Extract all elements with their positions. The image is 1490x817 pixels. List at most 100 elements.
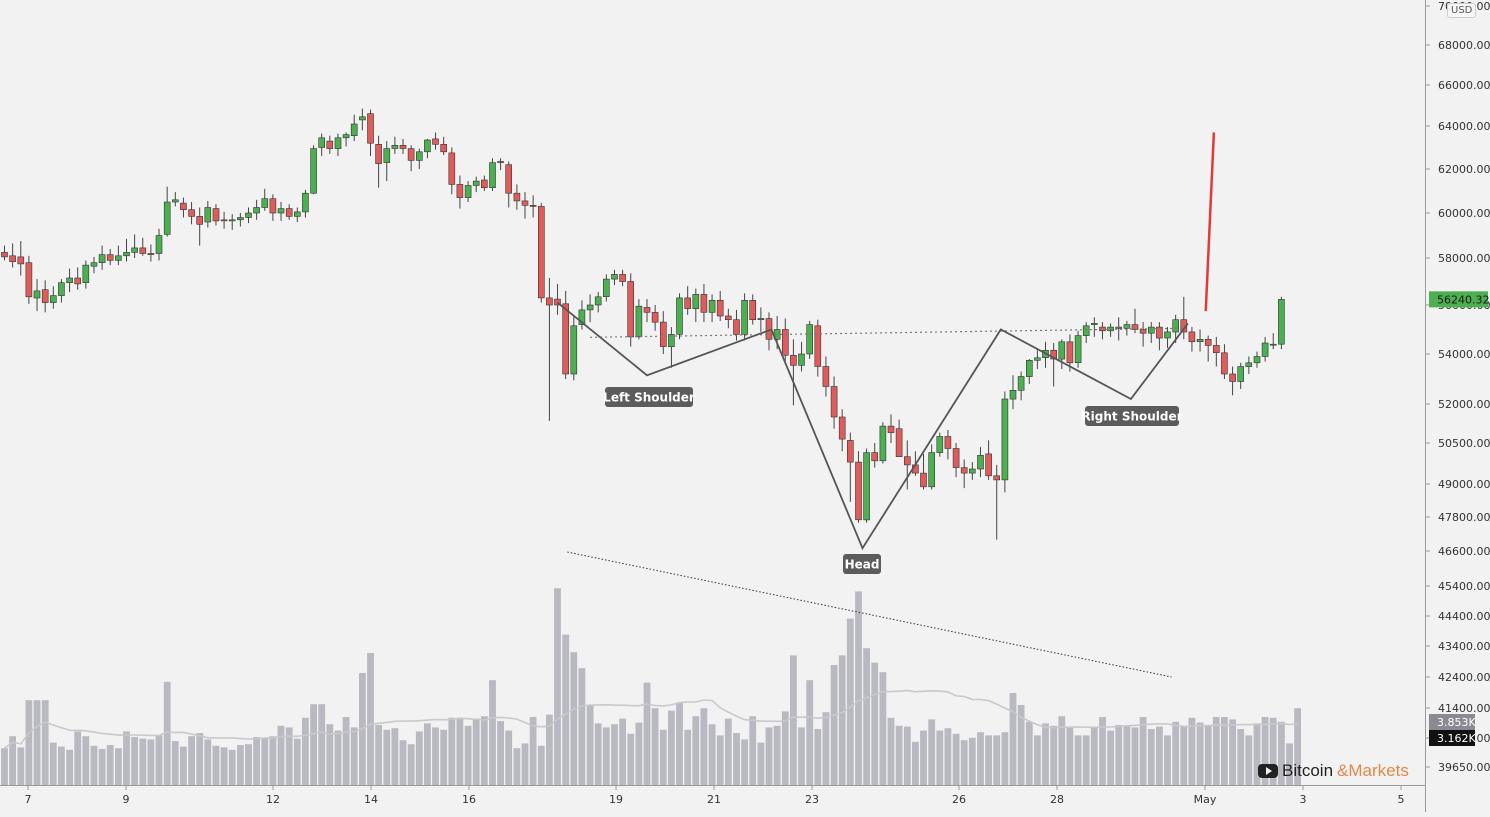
candle-body bbox=[1132, 325, 1138, 330]
volume-bar bbox=[1205, 726, 1212, 785]
candle-body bbox=[782, 330, 788, 356]
candle-body bbox=[734, 320, 740, 335]
candle-body bbox=[1083, 326, 1089, 336]
candle-body bbox=[311, 149, 317, 194]
volume-bar bbox=[318, 704, 325, 785]
volume-bar bbox=[156, 735, 163, 785]
candle-body bbox=[351, 124, 357, 136]
volume-bar bbox=[904, 727, 911, 785]
price-tick-label: 49000.00 bbox=[1438, 478, 1490, 491]
volume-bar bbox=[741, 739, 748, 785]
candle-body bbox=[815, 326, 821, 367]
price-tick-label: 66000.00 bbox=[1438, 79, 1490, 92]
candle-body bbox=[725, 316, 731, 320]
volume-bar bbox=[1010, 693, 1017, 785]
candle-body bbox=[1246, 363, 1252, 367]
candle-body bbox=[587, 305, 593, 310]
price-tick-label: 50500.00 bbox=[1438, 437, 1490, 450]
volume-bar bbox=[343, 717, 350, 785]
candle-body bbox=[1262, 343, 1268, 357]
candle-body bbox=[213, 209, 219, 221]
candle-body bbox=[1230, 374, 1236, 382]
volume-bar bbox=[953, 734, 960, 785]
candle-body bbox=[270, 199, 276, 213]
candle-body bbox=[823, 367, 829, 387]
volume-bar bbox=[253, 737, 260, 785]
candle-body bbox=[156, 236, 162, 254]
volume-bar bbox=[448, 718, 455, 785]
volume-bar bbox=[1107, 731, 1114, 785]
volume-bar bbox=[1197, 723, 1204, 785]
volume-bar bbox=[294, 739, 301, 785]
volume-bar bbox=[587, 705, 594, 785]
volume-bar bbox=[465, 726, 472, 785]
target-line bbox=[1206, 132, 1214, 311]
price-tick-label: 62000.00 bbox=[1438, 163, 1490, 176]
volume-bar bbox=[668, 711, 675, 785]
candle-body bbox=[1221, 353, 1227, 374]
volume-bar bbox=[1034, 735, 1041, 785]
price-axis[interactable]: 70000.0068000.0066000.0064000.0062000.00… bbox=[1426, 0, 1490, 812]
candle-body bbox=[327, 141, 333, 149]
volume-bar bbox=[26, 700, 33, 785]
price-tick-label: 47800.00 bbox=[1438, 511, 1490, 524]
volume-bar bbox=[920, 731, 927, 785]
volume-bar bbox=[416, 731, 423, 785]
volume-bar bbox=[82, 736, 89, 785]
volume-bar bbox=[302, 718, 309, 785]
candle-body bbox=[628, 282, 634, 337]
volume-bar bbox=[725, 719, 732, 785]
volume-bar bbox=[351, 727, 358, 785]
candle-body bbox=[937, 437, 943, 453]
volume-bar bbox=[139, 739, 146, 785]
volume-bar bbox=[42, 700, 49, 785]
candle-body bbox=[514, 193, 520, 201]
volume-bar bbox=[213, 746, 220, 785]
volume-bar bbox=[709, 724, 716, 785]
candle-body bbox=[864, 453, 870, 520]
candle-body bbox=[10, 256, 16, 262]
price-tick-label: 44400.00 bbox=[1438, 610, 1490, 623]
candle-body bbox=[603, 279, 609, 297]
volume-bar bbox=[1083, 735, 1090, 785]
volume-bar bbox=[245, 744, 252, 785]
currency-badge[interactable]: USD bbox=[1447, 3, 1476, 18]
candle-body bbox=[229, 220, 235, 221]
candle-body bbox=[262, 199, 268, 208]
candle-body bbox=[1026, 360, 1032, 376]
candle-body bbox=[335, 138, 341, 149]
volume-bar bbox=[985, 735, 992, 785]
volume-bar bbox=[1180, 726, 1187, 785]
candle-body bbox=[888, 426, 894, 433]
volume-bar bbox=[562, 635, 569, 785]
candle-body bbox=[953, 449, 959, 468]
volume-bar bbox=[400, 740, 407, 785]
candle-body bbox=[571, 326, 577, 374]
volume-bar bbox=[579, 668, 586, 785]
volume-bar bbox=[749, 716, 756, 785]
candle-body bbox=[99, 255, 105, 263]
volume-bar bbox=[180, 747, 187, 785]
candle-body bbox=[449, 153, 455, 185]
candle-body bbox=[1173, 320, 1179, 332]
volume-bar bbox=[204, 739, 211, 785]
candle-body bbox=[945, 437, 951, 449]
candle-body bbox=[685, 298, 691, 309]
volume-bar bbox=[611, 724, 618, 785]
volume-value-label: 3.162K bbox=[1437, 732, 1476, 745]
candle-body bbox=[1165, 332, 1171, 338]
volume-bar bbox=[408, 744, 415, 785]
volume-bar bbox=[644, 683, 651, 785]
candle-body bbox=[246, 213, 252, 218]
time-tick-label: 14 bbox=[364, 793, 378, 806]
volume-bar bbox=[1229, 719, 1236, 785]
volume-bar bbox=[1245, 735, 1252, 785]
candle-body bbox=[1270, 344, 1276, 345]
candle-body bbox=[465, 186, 471, 198]
volume-bar bbox=[1164, 735, 1171, 785]
candle-body bbox=[473, 181, 479, 185]
candle-body bbox=[50, 296, 56, 303]
